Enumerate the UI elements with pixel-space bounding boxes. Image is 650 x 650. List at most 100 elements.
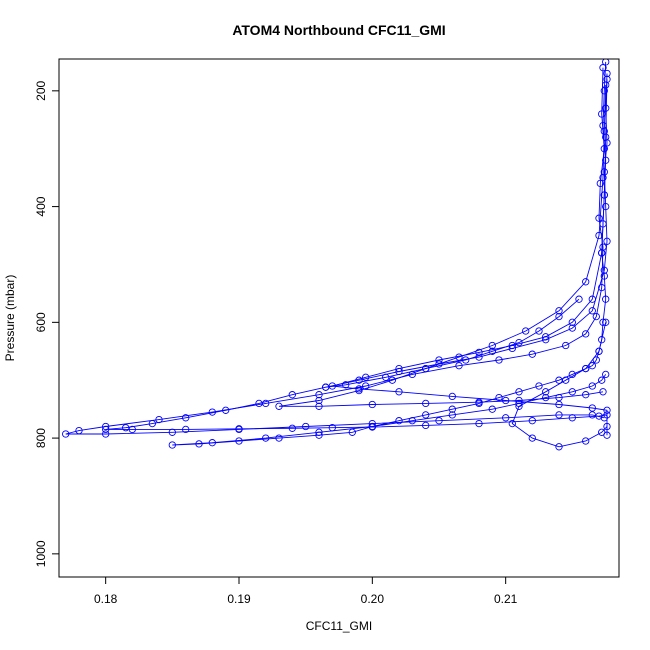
data-point [435,356,443,364]
data-point [528,417,536,425]
x-axis-label: CFC11_GMI [306,619,372,633]
data-point [515,396,523,405]
y-tick-label: 800 [34,428,48,448]
data-point [575,295,583,303]
data-point [595,347,603,355]
data-point [422,411,430,419]
data-point [599,64,607,72]
series-line [65,67,605,435]
data-point [535,327,543,335]
data-point [275,402,283,410]
data-point [595,231,603,240]
data-point [422,421,430,430]
data-point [568,414,576,422]
data-point [555,400,563,409]
data-point [422,364,430,373]
data-point [555,411,563,419]
series-1 [168,59,610,449]
data-point [588,307,596,315]
data-point [235,425,243,433]
data-point [568,324,576,332]
y-tick-label: 600 [34,312,48,332]
data-point [315,402,323,410]
data-point [182,414,190,422]
data-point [582,391,590,399]
x-tick-label: 0.18 [94,592,118,606]
data-point [62,430,70,438]
data-point [522,327,530,335]
y-axis-label: Pressure (mbar) [3,275,17,362]
data-point [592,356,600,364]
x-axis: 0.18 0.19 0.20 0.21 [94,577,518,606]
data-point [598,249,606,257]
series-line [172,61,607,446]
data-point [368,400,376,409]
y-tick-label: 400 [34,196,48,216]
data-point [600,191,608,199]
data-point [122,424,130,432]
data-point [600,266,608,274]
data-point [355,386,363,395]
data-point [348,428,356,436]
data-point [542,333,550,341]
data-point [582,437,590,445]
data-point [435,360,443,368]
data-point [598,376,606,384]
data-point [588,362,596,370]
data-point [528,434,536,442]
data-point [588,382,596,390]
data-point [582,278,590,286]
data-point [342,381,350,389]
series-line [105,73,608,430]
data-point [435,417,443,425]
data-point [382,373,390,381]
chart-title: ATOM4 Northbound CFC11_GMI [232,22,445,38]
data-point [568,318,576,326]
data-point [182,425,190,434]
data-point [495,356,503,364]
data-point [288,424,296,432]
data-point [495,393,503,402]
series-3 [102,69,611,434]
data-point [262,434,270,442]
data-point [128,425,136,434]
plot-frame [58,58,620,578]
data-point [235,437,243,445]
data-point [603,406,611,414]
data-point [542,393,550,402]
data-point [588,411,596,419]
data-point [603,75,611,83]
y-tick-label: 1000 [34,540,48,567]
data-point [599,318,607,326]
data-point [599,173,607,182]
y-tick-label: 200 [34,81,48,101]
y-axis: 200 400 600 800 1000 [34,81,59,567]
series-line [332,79,608,436]
data-point [288,391,296,399]
data-point [368,423,376,431]
data-point [102,425,110,434]
data-point [315,431,323,439]
data-point [488,347,496,355]
data-point [602,202,610,211]
data-point [599,388,607,396]
data-point [388,376,396,384]
data-point [600,127,608,135]
data-point [362,373,370,381]
data-point [582,330,590,338]
data-point [395,388,403,396]
data-point [555,393,563,402]
data-point [595,412,603,420]
series-5 [275,81,610,410]
data-point [600,272,608,280]
data-point [602,59,610,66]
data-point [598,336,606,344]
data-point [148,419,156,428]
data-point [562,376,570,384]
series-6 [508,318,611,451]
x-tick-label: 0.20 [361,592,385,606]
data-point [535,382,543,390]
data-point [222,406,230,414]
data-point [275,434,283,442]
